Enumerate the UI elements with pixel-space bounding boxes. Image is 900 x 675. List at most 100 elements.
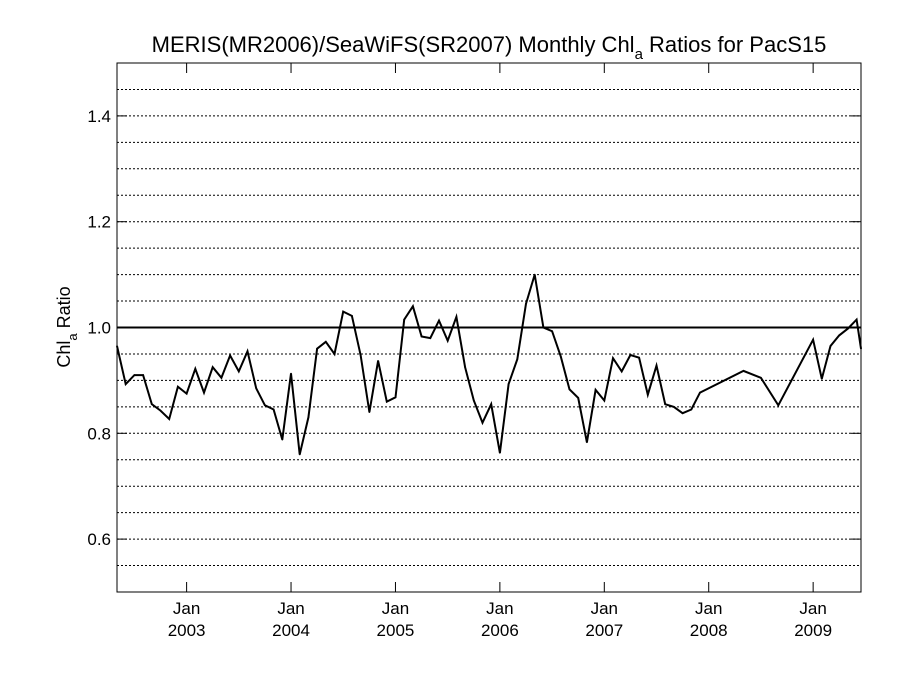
data-point xyxy=(655,364,658,367)
chart-title: MERIS(MR2006)/SeaWiFS(SR2007) Monthly Ch… xyxy=(152,32,827,63)
data-point xyxy=(246,350,249,353)
y-tick-label: 1.2 xyxy=(87,213,111,232)
data-point xyxy=(551,330,553,333)
data-point xyxy=(577,397,579,399)
data-point xyxy=(307,416,310,419)
data-point xyxy=(298,453,301,456)
data-point xyxy=(185,392,188,395)
y-tick-label: 1.4 xyxy=(87,107,111,126)
data-point xyxy=(829,345,832,347)
y-tick-label: 1.0 xyxy=(87,319,111,338)
data-point xyxy=(603,399,606,402)
data-point xyxy=(446,339,449,342)
y-tick-label: 0.6 xyxy=(87,530,111,549)
data-point xyxy=(838,334,841,337)
data-point xyxy=(211,366,214,368)
x-tick-label-year: 2003 xyxy=(168,621,206,640)
data-point xyxy=(255,387,258,390)
data-point xyxy=(612,357,614,359)
data-point xyxy=(377,360,379,362)
x-tick-label-year: 2009 xyxy=(794,621,832,640)
x-tick-label-month: Jan xyxy=(591,599,618,618)
data-point xyxy=(420,335,423,338)
data-point xyxy=(385,400,388,403)
x-tick-label-year: 2008 xyxy=(690,621,728,640)
data-point xyxy=(159,409,162,412)
data-point xyxy=(629,354,632,356)
data-point xyxy=(177,385,179,388)
data-point xyxy=(847,327,849,330)
data-point xyxy=(525,302,527,305)
data-point xyxy=(681,412,684,414)
data-point xyxy=(264,404,266,407)
series-group xyxy=(116,273,862,456)
y-grid xyxy=(117,88,861,567)
data-point xyxy=(507,383,510,385)
data-point xyxy=(699,391,701,394)
x-tick-label-year: 2004 xyxy=(272,621,310,640)
data-point xyxy=(124,383,127,385)
data-point xyxy=(542,326,545,329)
data-point xyxy=(533,273,536,276)
data-point xyxy=(490,403,492,406)
data-point xyxy=(455,316,458,318)
x-tick-label-year: 2007 xyxy=(585,621,623,640)
data-point xyxy=(855,318,858,321)
x-axis: Jan 2003 Jan 2004 Jan 2005 Jan 2006 Jan 2007 Jan 20… xyxy=(168,63,832,640)
data-point xyxy=(664,403,667,406)
data-point xyxy=(516,358,519,361)
data-point xyxy=(559,355,562,358)
x-tick-label-month: Jan xyxy=(799,599,826,618)
data-point xyxy=(403,318,405,321)
x-tick-label-month: Jan xyxy=(695,599,722,618)
data-point xyxy=(690,408,693,411)
data-point xyxy=(647,393,649,396)
data-point xyxy=(194,367,197,370)
data-point xyxy=(472,399,475,402)
data-point xyxy=(133,374,136,376)
x-tick-label-year: 2006 xyxy=(481,621,519,640)
data-point xyxy=(394,396,397,399)
data-point xyxy=(760,376,762,379)
x-tick-label-month: Jan xyxy=(382,599,409,618)
data-point xyxy=(673,406,675,408)
data-point xyxy=(142,374,144,376)
x-tick-label-month: Jan xyxy=(486,599,513,618)
data-point xyxy=(594,389,597,391)
y-axis-label: Chla Ratio xyxy=(54,286,80,367)
data-point xyxy=(429,337,432,339)
data-point xyxy=(464,366,466,368)
data-point xyxy=(812,338,814,341)
x-tick-label-month: Jan xyxy=(277,599,304,618)
data-point xyxy=(438,319,440,322)
data-point xyxy=(359,354,362,356)
data-point xyxy=(238,370,240,373)
data-point xyxy=(586,441,588,444)
data-point xyxy=(481,421,484,424)
data-point xyxy=(168,418,171,420)
data-point xyxy=(568,388,571,391)
data-point xyxy=(821,378,823,380)
y-axis: 0.6 0.8 1.0 1.2 1.4 xyxy=(87,107,861,549)
data-point xyxy=(342,310,345,313)
data-point xyxy=(499,452,501,454)
x-tick-label-year: 2005 xyxy=(377,621,415,640)
data-point xyxy=(351,315,353,317)
data-point xyxy=(368,411,371,413)
data-point xyxy=(229,354,231,357)
data-point xyxy=(220,376,223,379)
data-point xyxy=(316,347,318,350)
data-point xyxy=(333,353,336,355)
data-point xyxy=(281,438,284,441)
data-point xyxy=(272,408,275,411)
data-point xyxy=(742,370,745,372)
series-line xyxy=(116,274,862,455)
data-point xyxy=(620,370,623,373)
data-point xyxy=(412,305,414,308)
data-point xyxy=(638,356,640,359)
y-tick-label: 0.8 xyxy=(87,424,111,443)
data-point xyxy=(777,404,780,407)
data-point xyxy=(325,340,327,343)
data-point xyxy=(151,403,153,406)
